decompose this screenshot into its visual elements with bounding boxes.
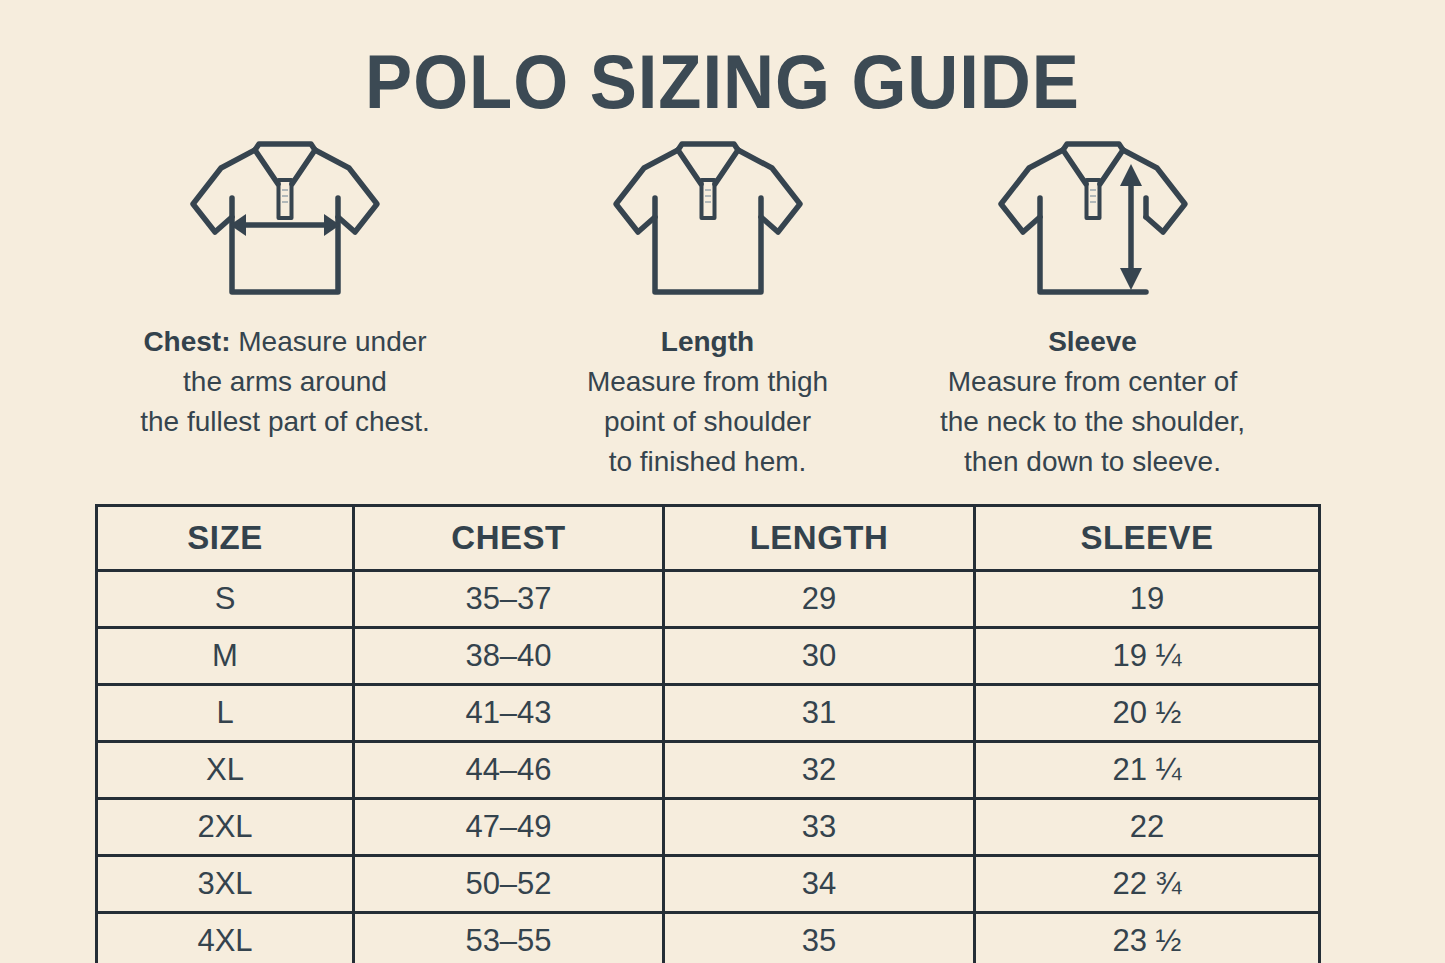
table-row: 3XL50–523422 ¾ (97, 856, 1320, 913)
value-cell: 22 ¾ (975, 856, 1320, 913)
sizing-table-header-row: SIZECHESTLENGTHSLEEVE (97, 506, 1320, 571)
measure-block-chest: Chest: Measure under the arms around the… (85, 140, 485, 442)
value-cell: 21 ¼ (975, 742, 1320, 799)
polo-sleeve-icon (993, 140, 1193, 312)
value-cell: 50–52 (354, 856, 664, 913)
value-cell: 19 (975, 571, 1320, 628)
column-header-sleeve: SLEEVE (975, 506, 1320, 571)
value-cell: 41–43 (354, 685, 664, 742)
sizing-table: SIZECHESTLENGTHSLEEVE S35–372919M38–4030… (95, 504, 1321, 963)
value-cell: 33 (664, 799, 975, 856)
value-cell: 32 (664, 742, 975, 799)
table-row: M38–403019 ¼ (97, 628, 1320, 685)
table-row: 2XL47–493322 (97, 799, 1320, 856)
value-cell: 35 (664, 913, 975, 963)
measure-caption-length: LengthMeasure from thigh point of should… (520, 322, 895, 482)
value-cell: 20 ½ (975, 685, 1320, 742)
value-cell: 19 ¼ (975, 628, 1320, 685)
value-cell: 22 (975, 799, 1320, 856)
table-row: 4XL53–553523 ½ (97, 913, 1320, 963)
size-cell: M (97, 628, 354, 685)
size-cell: L (97, 685, 354, 742)
value-cell: 29 (664, 571, 975, 628)
value-cell: 34 (664, 856, 975, 913)
value-cell: 31 (664, 685, 975, 742)
polo-length-icon (608, 140, 808, 312)
measure-heading-sleeve: Sleeve (895, 322, 1290, 362)
measure-caption-sleeve: SleeveMeasure from center of the neck to… (895, 322, 1290, 482)
size-cell: 4XL (97, 913, 354, 963)
measure-description-length: Measure from thigh point of shoulder to … (587, 366, 828, 477)
column-header-chest: CHEST (354, 506, 664, 571)
value-cell: 30 (664, 628, 975, 685)
size-cell: 3XL (97, 856, 354, 913)
sizing-table-body: S35–372919M38–403019 ¼L41–433120 ½XL44–4… (97, 571, 1320, 963)
value-cell: 38–40 (354, 628, 664, 685)
value-cell: 44–46 (354, 742, 664, 799)
value-cell: 53–55 (354, 913, 664, 963)
measure-caption-chest: Chest: Measure under the arms around the… (85, 322, 485, 442)
measure-block-length: LengthMeasure from thigh point of should… (520, 140, 895, 482)
column-header-length: LENGTH (664, 506, 975, 571)
page-title: POLO SIZING GUIDE (51, 38, 1395, 125)
polo-chest-icon (185, 140, 385, 312)
measure-block-sleeve: SleeveMeasure from center of the neck to… (895, 140, 1290, 482)
table-row: L41–433120 ½ (97, 685, 1320, 742)
value-cell: 35–37 (354, 571, 664, 628)
column-header-size: SIZE (97, 506, 354, 571)
table-row: S35–372919 (97, 571, 1320, 628)
size-cell: S (97, 571, 354, 628)
measure-description-sleeve: Measure from center of the neck to the s… (940, 366, 1245, 477)
size-cell: 2XL (97, 799, 354, 856)
value-cell: 23 ½ (975, 913, 1320, 963)
measure-heading-chest: Chest: (143, 326, 230, 357)
measure-heading-length: Length (520, 322, 895, 362)
polo-sizing-guide-page: POLO SIZING GUIDE Chest: Measure under t… (0, 0, 1445, 963)
table-row: XL44–463221 ¼ (97, 742, 1320, 799)
value-cell: 47–49 (354, 799, 664, 856)
size-cell: XL (97, 742, 354, 799)
